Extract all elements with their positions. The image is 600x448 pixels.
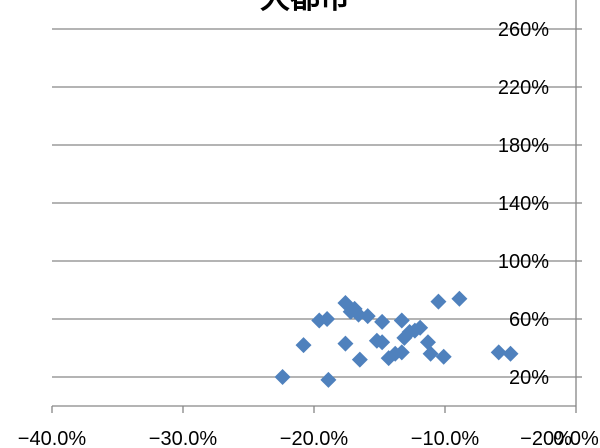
data-point (503, 346, 519, 362)
x-tick-label: −10.0% (411, 428, 480, 448)
data-points (275, 291, 519, 388)
y-tick-label: 60% (509, 309, 549, 331)
data-point (275, 369, 291, 385)
y-tick-label: 140% (498, 193, 549, 215)
y-tick-label: 260% (498, 19, 549, 41)
x-tick-label: −40.0% (18, 428, 87, 448)
x-tick-label: −30.0% (149, 428, 218, 448)
data-point (394, 312, 410, 328)
y-tick-label: 20% (509, 367, 549, 389)
data-point (423, 346, 439, 362)
x-extra-tick-label: −20% (520, 428, 572, 448)
y-tick-labels: 20% 60% 100% 140% 180% 220% 260% (498, 19, 549, 389)
data-point (430, 294, 446, 310)
chart-title: 大都市 (260, 0, 350, 16)
data-point (337, 336, 353, 352)
data-point (320, 372, 336, 388)
y-tick-label: 100% (498, 251, 549, 273)
data-point (352, 352, 368, 368)
data-point (436, 349, 452, 365)
data-point (296, 337, 312, 353)
data-point (420, 334, 436, 350)
y-tick-label: 180% (498, 135, 549, 157)
y-tick-label: 220% (498, 77, 549, 99)
data-point (374, 314, 390, 330)
x-tick-labels: −40.0% −30.0% −20.0% −10.0% 0.0% (18, 428, 599, 448)
x-tick-label: −20.0% (280, 428, 349, 448)
data-point (451, 291, 467, 307)
